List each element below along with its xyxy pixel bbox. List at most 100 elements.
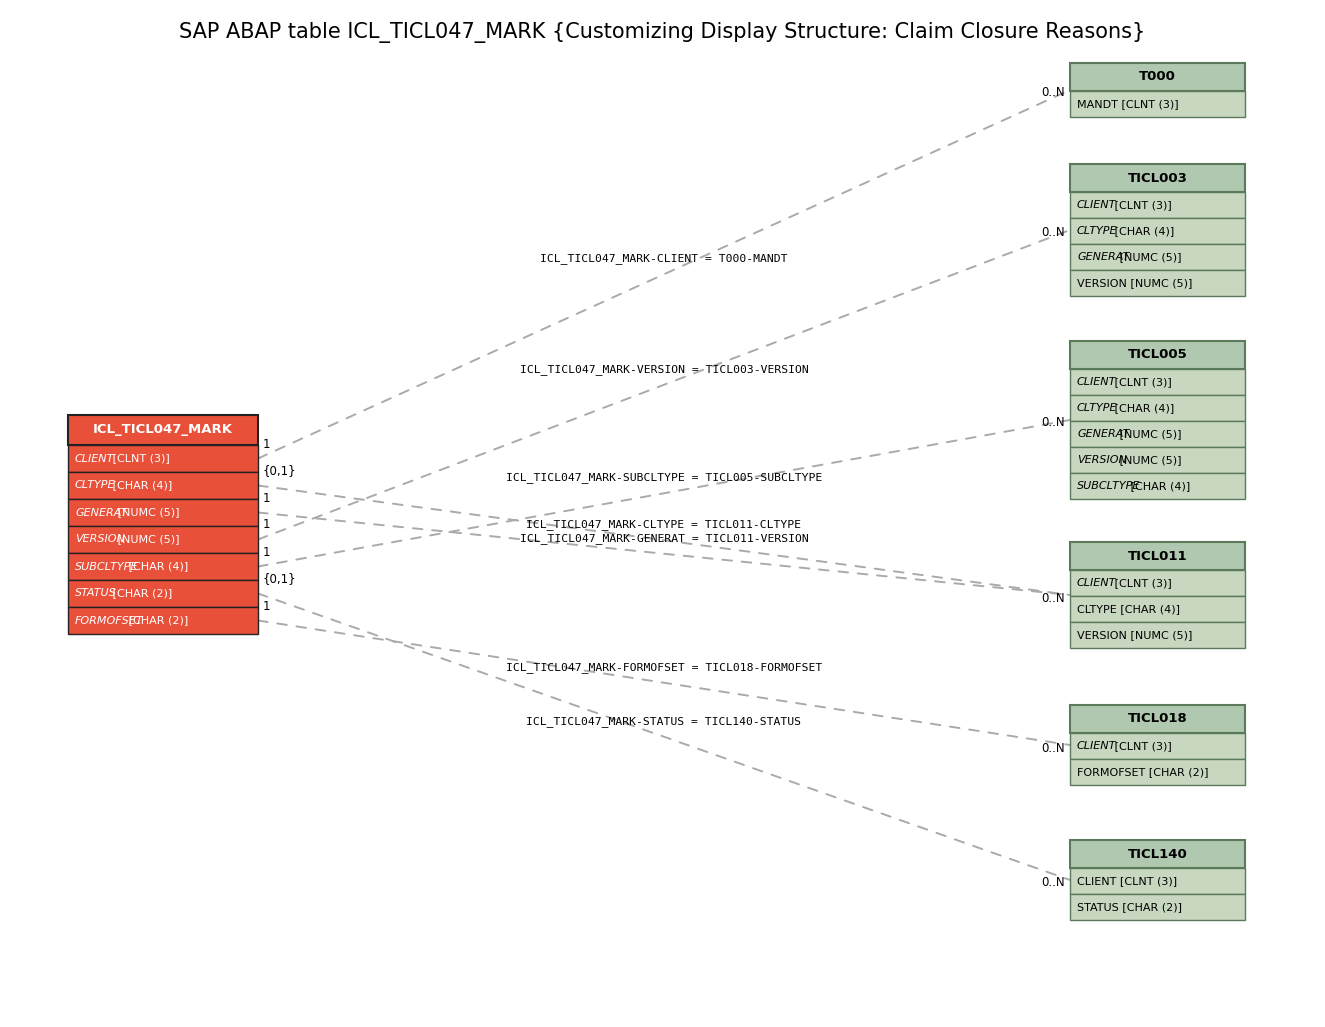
Text: ICL_TICL047_MARK-CLIENT = T000-MANDT: ICL_TICL047_MARK-CLIENT = T000-MANDT <box>541 254 788 264</box>
Text: {0,1}: {0,1} <box>262 572 297 585</box>
Text: [CLNT (3)]: [CLNT (3)] <box>1110 200 1171 210</box>
Text: SUBCLTYPE: SUBCLTYPE <box>76 562 138 571</box>
Text: [NUMC (5)]: [NUMC (5)] <box>1116 429 1182 439</box>
Text: CLIENT: CLIENT <box>1077 377 1117 387</box>
Bar <box>68 445 258 472</box>
Bar <box>1071 63 1246 91</box>
Text: T000: T000 <box>1140 71 1177 83</box>
Text: 0..N: 0..N <box>1041 741 1065 755</box>
Text: CLIENT: CLIENT <box>76 454 114 463</box>
Text: ICL_TICL047_MARK-CLTYPE = TICL011-CLTYPE: ICL_TICL047_MARK-CLTYPE = TICL011-CLTYPE <box>526 520 802 530</box>
Text: [CLNT (3)]: [CLNT (3)] <box>1110 741 1171 751</box>
Text: CLIENT: CLIENT <box>1077 200 1117 210</box>
Text: VERSION [NUMC (5)]: VERSION [NUMC (5)] <box>1077 278 1192 288</box>
Text: CLTYPE: CLTYPE <box>76 481 115 491</box>
Text: 0..N: 0..N <box>1041 417 1065 429</box>
Bar <box>1071 447 1246 473</box>
Text: {0,1}: {0,1} <box>262 464 297 478</box>
Text: 0..N: 0..N <box>1041 227 1065 239</box>
Text: [CHAR (4)]: [CHAR (4)] <box>1128 481 1191 491</box>
Text: [CHAR (4)]: [CHAR (4)] <box>109 481 172 491</box>
Text: 1: 1 <box>262 438 270 451</box>
Text: [NUMC (5)]: [NUMC (5)] <box>114 507 180 518</box>
Text: TICL018: TICL018 <box>1128 713 1187 725</box>
Bar <box>1071 192 1246 218</box>
Bar <box>1071 759 1246 785</box>
Text: CLIENT: CLIENT <box>1077 741 1117 751</box>
Bar <box>1071 395 1246 421</box>
Text: TICL011: TICL011 <box>1128 549 1187 563</box>
Text: VERSION: VERSION <box>1077 455 1126 465</box>
Bar <box>1071 341 1246 369</box>
Text: VERSION: VERSION <box>76 534 125 544</box>
Text: TICL005: TICL005 <box>1128 348 1187 362</box>
Text: ICL_TICL047_MARK-SUBCLTYPE = TICL005-SUBCLTYPE: ICL_TICL047_MARK-SUBCLTYPE = TICL005-SUB… <box>506 472 822 484</box>
Text: ICL_TICL047_MARK: ICL_TICL047_MARK <box>93 423 233 436</box>
Text: ICL_TICL047_MARK-FORMOFSET = TICL018-FORMOFSET: ICL_TICL047_MARK-FORMOFSET = TICL018-FOR… <box>506 661 822 673</box>
Text: 1: 1 <box>262 492 270 504</box>
Text: [CLNT (3)]: [CLNT (3)] <box>109 454 170 463</box>
Text: CLIENT: CLIENT <box>1077 578 1117 588</box>
Text: MANDT [CLNT (3)]: MANDT [CLNT (3)] <box>1077 99 1179 109</box>
Text: [CHAR (2)]: [CHAR (2)] <box>126 615 188 625</box>
Bar <box>1071 733 1246 759</box>
Text: CLTYPE: CLTYPE <box>1077 403 1117 413</box>
Text: VERSION [NUMC (5)]: VERSION [NUMC (5)] <box>1077 630 1192 640</box>
Text: ICL_TICL047_MARK-STATUS = TICL140-STATUS: ICL_TICL047_MARK-STATUS = TICL140-STATUS <box>526 716 802 727</box>
Text: CLTYPE [CHAR (4)]: CLTYPE [CHAR (4)] <box>1077 604 1181 614</box>
Text: CLIENT [CLNT (3)]: CLIENT [CLNT (3)] <box>1077 876 1177 886</box>
Text: ICL_TICL047_MARK-GENERAT = TICL011-VERSION: ICL_TICL047_MARK-GENERAT = TICL011-VERSI… <box>519 533 808 543</box>
Bar <box>1071 218 1246 244</box>
Text: [NUMC (5)]: [NUMC (5)] <box>1116 455 1182 465</box>
Text: 0..N: 0..N <box>1041 592 1065 605</box>
Bar <box>1071 622 1246 648</box>
Text: [CHAR (2)]: [CHAR (2)] <box>109 588 172 599</box>
Text: TICL140: TICL140 <box>1128 847 1187 861</box>
Bar <box>1071 473 1246 499</box>
Bar <box>68 499 258 526</box>
Text: 1: 1 <box>262 519 270 532</box>
Bar <box>68 526 258 553</box>
Text: ICL_TICL047_MARK-VERSION = TICL003-VERSION: ICL_TICL047_MARK-VERSION = TICL003-VERSI… <box>519 364 808 375</box>
Text: GENERAT: GENERAT <box>1077 429 1129 439</box>
Text: [NUMC (5)]: [NUMC (5)] <box>1116 252 1182 262</box>
Bar <box>1071 596 1246 622</box>
Bar <box>1071 570 1246 596</box>
Bar <box>68 607 258 634</box>
Text: GENERAT: GENERAT <box>76 507 127 518</box>
Bar <box>1071 840 1246 868</box>
Text: TICL003: TICL003 <box>1128 172 1187 185</box>
Bar <box>1071 164 1246 192</box>
Text: 1: 1 <box>262 600 270 612</box>
Text: 1: 1 <box>262 545 270 559</box>
Bar <box>1071 91 1246 117</box>
Text: [CHAR (4)]: [CHAR (4)] <box>1110 226 1174 236</box>
Bar <box>1071 369 1246 395</box>
Text: FORMOFSET: FORMOFSET <box>76 615 143 625</box>
Text: 0..N: 0..N <box>1041 876 1065 889</box>
Bar <box>1071 421 1246 447</box>
Text: [CHAR (4)]: [CHAR (4)] <box>126 562 188 571</box>
Text: STATUS [CHAR (2)]: STATUS [CHAR (2)] <box>1077 902 1182 912</box>
Bar <box>1071 893 1246 920</box>
Bar <box>1071 705 1246 733</box>
Text: [NUMC (5)]: [NUMC (5)] <box>114 534 180 544</box>
Text: FORMOFSET [CHAR (2)]: FORMOFSET [CHAR (2)] <box>1077 767 1208 777</box>
Text: [CHAR (4)]: [CHAR (4)] <box>1110 403 1174 413</box>
Bar <box>68 415 258 445</box>
Bar <box>1071 542 1246 570</box>
Text: STATUS: STATUS <box>76 588 117 599</box>
Bar <box>68 553 258 580</box>
Bar <box>68 472 258 499</box>
Bar <box>68 580 258 607</box>
Bar <box>1071 868 1246 893</box>
Bar <box>1071 244 1246 270</box>
Text: SAP ABAP table ICL_TICL047_MARK {Customizing Display Structure: Claim Closure Re: SAP ABAP table ICL_TICL047_MARK {Customi… <box>179 22 1146 43</box>
Text: [CLNT (3)]: [CLNT (3)] <box>1110 377 1171 387</box>
Text: GENERAT: GENERAT <box>1077 252 1129 262</box>
Bar <box>1071 270 1246 296</box>
Text: 0..N: 0..N <box>1041 86 1065 100</box>
Text: [CLNT (3)]: [CLNT (3)] <box>1110 578 1171 588</box>
Text: CLTYPE: CLTYPE <box>1077 226 1117 236</box>
Text: SUBCLTYPE: SUBCLTYPE <box>1077 481 1141 491</box>
